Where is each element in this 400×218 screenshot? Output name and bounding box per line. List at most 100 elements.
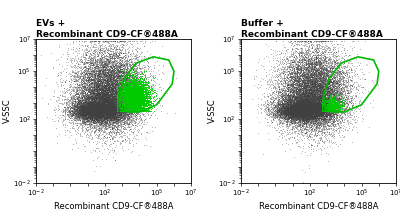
Point [303, 113, 310, 116]
Point [122, 97, 128, 100]
Point [295, 109, 302, 113]
Point [148, 87, 155, 90]
Point [280, 110, 286, 114]
Point [283, 85, 289, 89]
Point [107, 112, 113, 115]
Point [305, 53, 311, 57]
Point [91, 117, 98, 120]
Point [107, 104, 114, 108]
Point [103, 90, 109, 94]
Point [309, 99, 315, 102]
Point [102, 110, 109, 114]
Point [62, 79, 68, 82]
Point [133, 95, 139, 99]
Point [114, 80, 120, 83]
Point [304, 108, 310, 111]
Point [319, 104, 325, 107]
Point [106, 93, 112, 97]
Point [315, 79, 321, 83]
Point [91, 39, 97, 43]
Point [117, 51, 123, 54]
Point [112, 50, 118, 53]
Point [329, 104, 336, 107]
Point [98, 111, 104, 114]
Point [299, 123, 305, 126]
Point [136, 95, 142, 98]
Point [302, 65, 309, 69]
Point [108, 104, 114, 108]
Point [298, 71, 304, 74]
Point [105, 115, 111, 118]
Point [91, 94, 97, 97]
Point [94, 106, 100, 110]
Point [112, 58, 119, 61]
Point [74, 110, 80, 113]
Point [101, 64, 108, 68]
Point [310, 51, 317, 54]
Point [129, 100, 136, 104]
Point [298, 114, 304, 118]
Point [287, 107, 294, 111]
Point [102, 117, 108, 120]
Point [278, 89, 285, 93]
Point [120, 97, 127, 100]
Point [116, 54, 123, 57]
Point [312, 108, 318, 111]
Point [309, 86, 316, 90]
Point [288, 100, 295, 104]
Point [101, 107, 107, 111]
Point [321, 102, 327, 106]
Point [326, 77, 332, 81]
Point [331, 111, 338, 115]
Point [109, 83, 115, 87]
Point [307, 134, 314, 137]
Point [142, 88, 149, 92]
Point [71, 106, 77, 110]
Point [110, 112, 117, 116]
Point [106, 106, 112, 109]
Point [318, 69, 324, 72]
Point [289, 97, 295, 101]
Point [120, 93, 127, 96]
Point [302, 107, 308, 111]
Point [85, 77, 92, 80]
Point [304, 104, 310, 107]
Point [122, 84, 128, 88]
Point [97, 117, 104, 120]
Point [110, 73, 116, 77]
Point [129, 112, 135, 115]
Point [332, 92, 338, 96]
Point [88, 107, 95, 111]
Point [307, 95, 314, 99]
Point [309, 109, 315, 113]
Point [323, 67, 329, 70]
Point [93, 110, 100, 113]
Point [98, 107, 105, 110]
Point [300, 95, 306, 98]
Point [100, 106, 106, 110]
Point [107, 113, 113, 116]
Point [143, 99, 149, 102]
Point [316, 100, 323, 104]
Point [87, 115, 93, 118]
Point [115, 101, 121, 104]
Point [300, 128, 306, 131]
Point [114, 129, 121, 133]
Point [133, 109, 139, 112]
Point [101, 85, 108, 88]
Point [308, 65, 315, 68]
Point [86, 111, 92, 114]
Point [328, 101, 334, 105]
Point [102, 109, 108, 113]
Point [128, 98, 135, 101]
Point [121, 88, 128, 91]
Point [308, 92, 314, 96]
Point [133, 92, 139, 95]
Point [86, 96, 92, 99]
Point [129, 87, 135, 90]
Point [132, 85, 139, 89]
Point [290, 108, 296, 112]
Point [113, 63, 119, 66]
Point [314, 92, 321, 96]
Point [136, 100, 142, 104]
